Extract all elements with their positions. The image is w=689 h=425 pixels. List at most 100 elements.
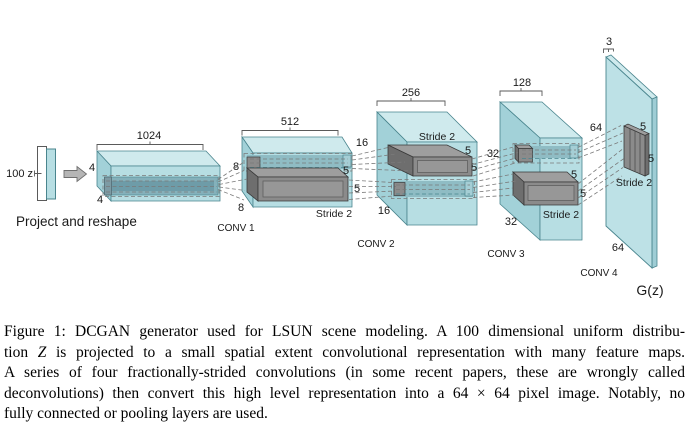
box2-bottom-filter-inset xyxy=(262,180,344,198)
figure-caption: Figure 1: DCGAN generator used for LSUN … xyxy=(0,312,689,425)
caption-text: A series of four fractionally-strided co… xyxy=(4,364,685,381)
channels-label-3: 3 xyxy=(606,36,612,48)
box3-bottom-filter-kernel xyxy=(393,182,406,196)
layer-project-box: 1024 4 4 xyxy=(89,130,221,206)
size-label-64-bottom: 64 xyxy=(612,242,624,254)
dashed-connection-line xyxy=(218,186,246,191)
connections-conv2-to-conv3 xyxy=(471,146,519,198)
stride-label: Stride 2 xyxy=(543,209,579,221)
input-plate-front xyxy=(46,148,56,200)
size-label-64-top: 64 xyxy=(590,122,602,134)
caption-text: Figure 1: DCGAN generator used for LSUN … xyxy=(4,323,685,340)
output-gz-label: G(z) xyxy=(636,282,663,298)
box1-feature-slab-outline xyxy=(102,175,220,197)
box3-top-filter-inset xyxy=(417,160,468,173)
box4-top-filter-kernel xyxy=(518,148,533,163)
size-label-32-bottom: 32 xyxy=(505,216,517,228)
input-vector: 100 z xyxy=(6,146,56,201)
box2-top-filter-slab xyxy=(247,155,351,169)
kernel-label-5: 5 xyxy=(471,162,477,174)
caption-line: tion Z is projected to a small spatial e… xyxy=(4,343,685,364)
layer-conv1-box: 512 8 8 5 5 Stride 2 xyxy=(233,116,360,220)
caption-text: is projected to a small spatial extent c… xyxy=(46,343,685,361)
size-label-4-bottom: 4 xyxy=(97,194,103,206)
connections-conv3-to-conv4 xyxy=(577,125,625,206)
conv1-label: CONV 1 xyxy=(217,223,255,234)
box4-width-bracket xyxy=(499,88,543,96)
caption-text: tion xyxy=(4,343,38,361)
box4-top-filter-slab xyxy=(531,146,572,158)
conv2-label: CONV 2 xyxy=(357,239,395,250)
kernel-label-5: 5 xyxy=(343,165,349,177)
channels-label-1024: 1024 xyxy=(137,130,161,142)
dashed-connection-line xyxy=(472,162,516,177)
dashed-connection-line xyxy=(217,170,245,183)
dashed-connection-line xyxy=(472,194,515,198)
caption-line: fully connected or pooling layers are us… xyxy=(4,404,685,425)
input-label-tick xyxy=(34,170,42,177)
caption-math-z: Z xyxy=(37,343,47,361)
dashed-connection-line xyxy=(577,175,623,206)
box4-top-filter-kernel-side xyxy=(514,144,519,163)
kernel-label-5: 5 xyxy=(354,183,360,195)
right-arrow-icon xyxy=(63,165,88,183)
dashed-connection-line xyxy=(577,132,624,153)
dashed-connection-line xyxy=(577,140,623,159)
box3-bottom-filter-outline xyxy=(391,179,475,199)
input-label: 100 z xyxy=(6,168,33,180)
stride-label: Stride 2 xyxy=(419,131,455,143)
dashed-connection-line xyxy=(471,146,516,160)
box3-width-bracket xyxy=(376,98,446,106)
size-label-16-bottom: 16 xyxy=(378,205,390,217)
caption-text: pixel image. Notably, no xyxy=(509,384,685,402)
conv3-label: CONV 3 xyxy=(487,249,525,260)
stride-label: Stride 2 xyxy=(616,177,652,189)
dashed-connection-line xyxy=(472,173,514,183)
dashed-connection-line xyxy=(348,179,394,183)
box4-top-filter-outline xyxy=(512,143,580,164)
dashed-connection-line xyxy=(471,157,517,171)
dashed-connection-line xyxy=(218,178,248,185)
channels-label-128: 128 xyxy=(513,77,531,89)
dashed-connection-line xyxy=(472,180,517,188)
box1-top-face xyxy=(96,150,221,167)
plate-right-face xyxy=(651,96,658,269)
layer-conv2-box: 256 16 16 5 5 Stride 2 xyxy=(356,87,478,226)
project-reshape-label: Project and reshape xyxy=(16,214,137,229)
box2-width-bracket xyxy=(241,127,339,136)
dashed-connection-line xyxy=(348,190,396,194)
dashed-connection-line xyxy=(351,161,406,165)
stride-label: Stride 2 xyxy=(316,208,352,220)
box1-width-bracket xyxy=(96,141,204,150)
kernel-label-5: 5 xyxy=(648,153,654,165)
box4-bottom-filter-inset xyxy=(527,185,575,201)
box1-feature-slab-core xyxy=(108,181,214,191)
box2-top-filter-cap xyxy=(342,154,352,168)
channels-label-512: 512 xyxy=(281,116,299,128)
kernel-label-5: 5 xyxy=(571,169,577,181)
caption-line: deconvolutions) then convert this high l… xyxy=(4,384,685,405)
caption-text: deconvolutions) then convert this high l… xyxy=(4,384,453,402)
conv4-label: CONV 4 xyxy=(580,268,618,279)
dashed-connection-line xyxy=(217,189,245,201)
size-label-4-top: 4 xyxy=(89,162,95,174)
kernel-label-5: 5 xyxy=(580,188,586,200)
box1-slab-end-cap xyxy=(104,176,112,196)
dashed-connection-line xyxy=(348,195,394,200)
size-label-32-top: 32 xyxy=(487,148,499,160)
plate-depth-bracket xyxy=(603,48,614,53)
caption-line: Figure 1: DCGAN generator used for LSUN … xyxy=(4,322,685,343)
dashed-connection-line xyxy=(351,146,391,157)
caption-line: A series of four fractionally-strided co… xyxy=(4,363,685,384)
kernel-label-5: 5 xyxy=(465,145,471,157)
connections-project-to-conv1 xyxy=(217,161,248,201)
connections-conv1-to-conv2 xyxy=(348,146,413,200)
dashed-connection-line xyxy=(577,158,625,192)
size-label-8-bottom: 8 xyxy=(238,202,244,214)
box2-top-face xyxy=(241,136,353,154)
dashed-connection-line xyxy=(577,125,622,148)
box3-bottom-filter-cap xyxy=(464,180,474,197)
layer-conv3-box: 128 32 32 5 5 Stride 2 xyxy=(487,77,586,241)
channels-label-256: 256 xyxy=(402,87,420,99)
layer-output-plate: 3 64 64 5 5 Stride 2 xyxy=(590,36,658,270)
